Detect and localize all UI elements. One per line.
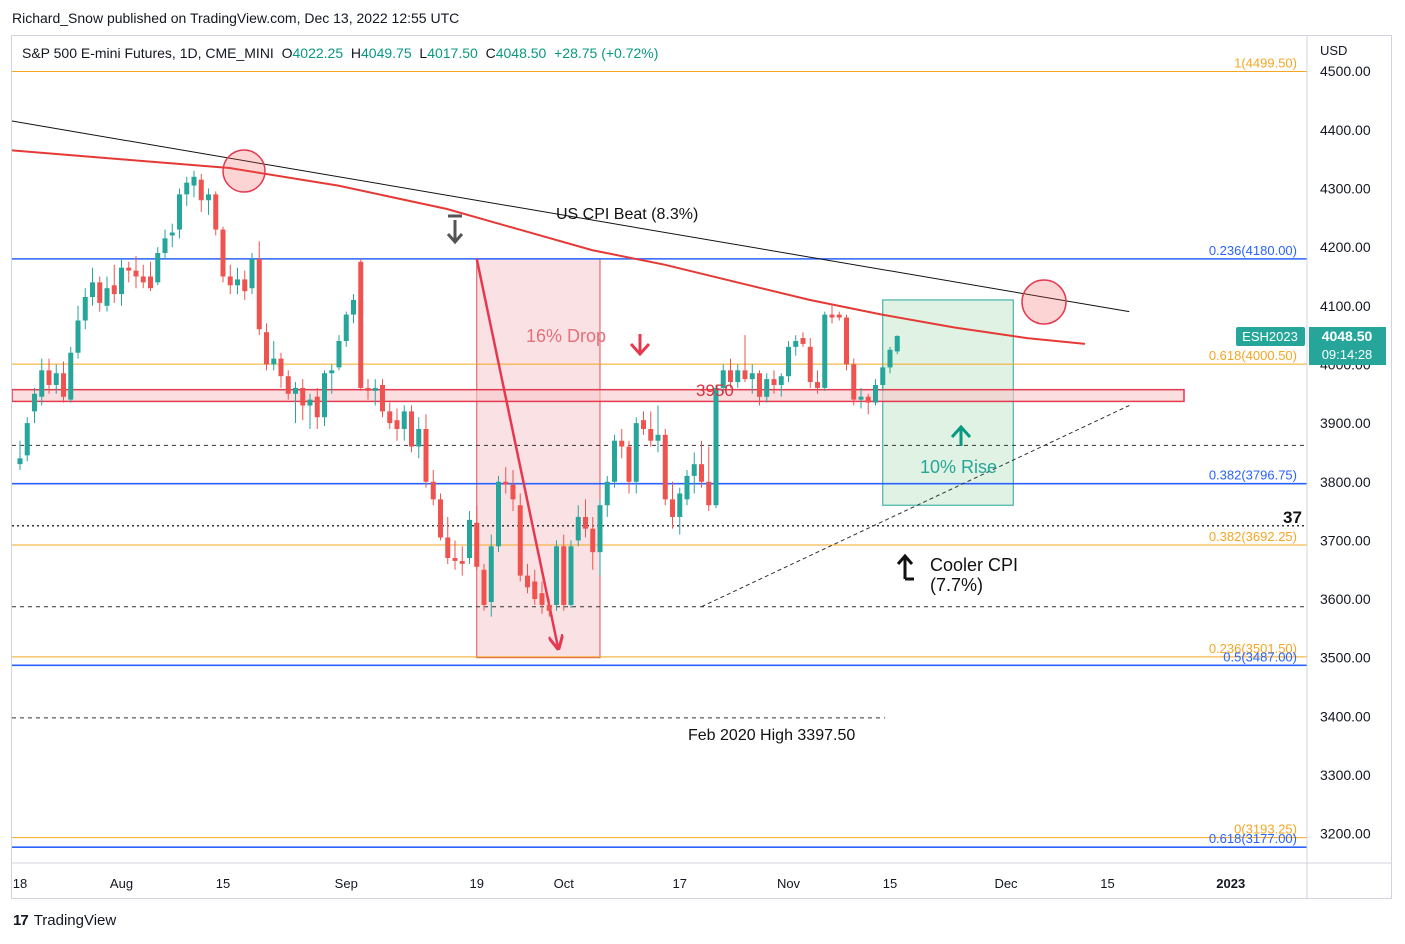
high-label: H: [350, 45, 362, 61]
tradingview-logo-icon: 17: [13, 912, 29, 929]
open-value: 4022.25: [292, 45, 344, 61]
high-value: 4049.75: [361, 45, 412, 61]
chart-frame[interactable]: [11, 35, 1392, 899]
close-label: C: [485, 45, 496, 61]
tradingview-brand: TradingView: [33, 912, 117, 929]
low-label: L: [419, 45, 428, 61]
symbol-name: S&P 500 E-mini Futures, 1D, CME_MINI: [22, 45, 274, 61]
low-value: 4017.50: [427, 45, 478, 61]
open-label: O: [281, 45, 293, 61]
chart-legend: S&P 500 E-mini Futures, 1D, CME_MINI O40…: [22, 45, 658, 61]
close-value: 4048.50: [495, 45, 547, 61]
published-header: Richard_Snow published on TradingView.co…: [12, 10, 460, 26]
change-value: +28.75 (+0.72%): [554, 45, 659, 61]
tradingview-footer[interactable]: 17 TradingView: [13, 912, 116, 929]
